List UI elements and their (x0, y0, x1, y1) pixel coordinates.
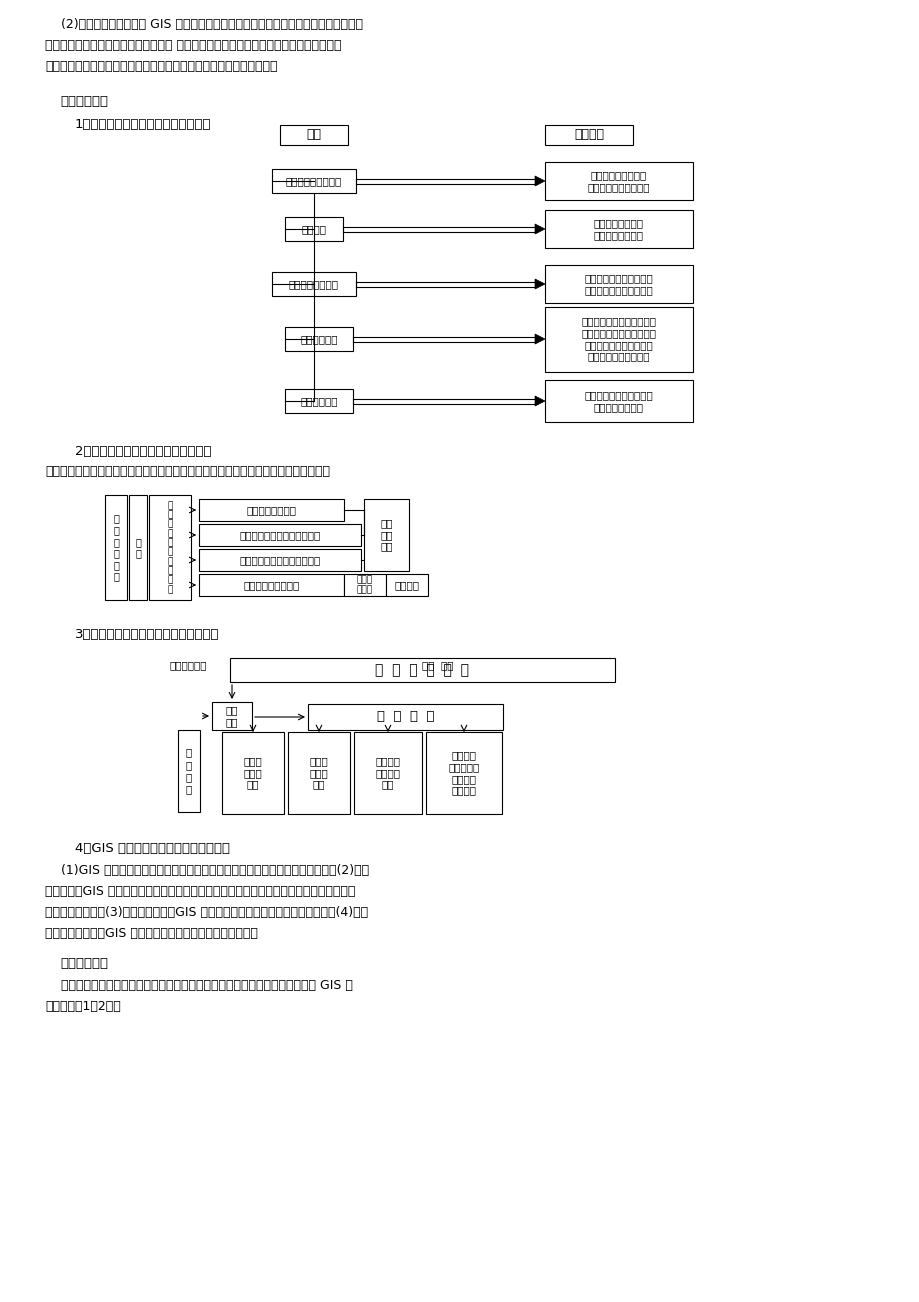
Polygon shape (535, 396, 544, 406)
Text: (2)接到报警后，立即从 GIS 电子地图上确定突发事件的发生地，同时搜索最近的巡逻
警车，通知附近路口交警保证道路畅通 启动最佳路径功能，给警车指引道路，确保: (2)接到报警后，立即从 GIS 电子地图上确定突发事件的发生地，同时搜索最近的… (45, 18, 363, 73)
Text: 确定救灾物资调配的最佳路径: 确定救灾物资调配的最佳路径 (239, 530, 321, 540)
Bar (285, 217, 343, 241)
Bar (149, 495, 191, 600)
Bar (544, 210, 692, 247)
Bar (425, 732, 502, 814)
Text: 查询患者病情: 查询患者病情 (170, 660, 208, 671)
Text: 1．地理信息系统在城市管理中的功能: 1．地理信息系统在城市管理中的功能 (75, 118, 211, 132)
Text: 进行城市与区域多
目标的开发和规划: 进行城市与区域多 目标的开发和规划 (594, 219, 643, 240)
Bar (544, 306, 692, 371)
Text: 搜索最
近急救
车辆: 搜索最 近急救 车辆 (310, 756, 328, 789)
Bar (199, 549, 360, 572)
Text: 提供
决策
依据: 提供 决策 依据 (380, 518, 392, 552)
Text: 【迁移应用】: 【迁移应用】 (60, 957, 108, 970)
Polygon shape (535, 279, 544, 289)
Text: 应用: 应用 (306, 129, 321, 142)
Bar (221, 732, 284, 814)
Text: 应用地理信息系统，并借助于遥感技术，可有效地监测和预报洪涝灾害、森林火灾等。: 应用地理信息系统，并借助于遥感技术，可有效地监测和预报洪涝灾害、森林火灾等。 (45, 465, 330, 478)
Bar (308, 704, 503, 730)
Text: (1)GIS 能够查询道路的通行状况，迅速查找事故地点，提供交通疏散的方案。(2)在道
路设计中，GIS 能够将多种数据叠加，为道路规划提供直接的分析依据，如最: (1)GIS 能够查询道路的通行状况，迅速查找事故地点，提供交通疏散的方案。(2… (45, 865, 369, 940)
Bar (230, 658, 614, 682)
Bar (272, 272, 356, 296)
Text: 监  控  中  心: 监 控 中 心 (377, 711, 434, 724)
Text: 随着科学技术水平提高，地理信息技术运用到防灾减灾上的频率越来越大。读 GIS 分
层图，回答1～2题。: 随着科学技术水平提高，地理信息技术运用到防灾减灾上的频率越来越大。读 GIS 分… (45, 979, 353, 1013)
Text: 请求
急救: 请求 急救 (225, 706, 238, 727)
Text: 环境规划与决策、监测、
评价、预测和模拟: 环境规划与决策、监测、 评价、预测和模拟 (584, 391, 652, 411)
Text: 地  理  信  息  系  统: 地 理 信 息 系 统 (375, 663, 469, 677)
Text: 受灾人员、财产安全有效转移: 受灾人员、财产安全有效转移 (239, 555, 321, 565)
Bar (344, 574, 386, 596)
Bar (544, 161, 692, 201)
Text: 灾后重建: 灾后重建 (394, 579, 419, 590)
Bar (544, 125, 632, 145)
Polygon shape (535, 176, 544, 186)
Text: 指导医生
实施紧急
救治: 指导医生 实施紧急 救治 (375, 756, 400, 789)
Polygon shape (535, 335, 544, 344)
Bar (199, 574, 344, 596)
Text: 城市道路交通管理: 城市道路交通管理 (289, 279, 338, 289)
Text: 患
者
家
属: 患 者 家 属 (186, 747, 192, 794)
Text: 进行灾情统计与评估: 进行灾情统计与评估 (244, 579, 300, 590)
Bar (272, 169, 356, 193)
Text: 城市信息管理与服务: 城市信息管理与服务 (286, 176, 342, 186)
Text: 分析灾害影响范围: 分析灾害影响范围 (246, 505, 296, 516)
Text: 城市抗灾减灾: 城市抗灾减灾 (300, 335, 337, 344)
Text: 功
能: 功 能 (135, 536, 141, 559)
Bar (285, 327, 353, 352)
Text: 提供决
策支持: 提供决 策支持 (357, 575, 373, 595)
Bar (199, 499, 344, 521)
Bar (386, 574, 427, 596)
Polygon shape (535, 224, 544, 234)
Bar (129, 495, 147, 600)
Bar (364, 499, 409, 572)
Text: 【思维点拨】: 【思维点拨】 (60, 95, 108, 108)
Bar (211, 702, 252, 730)
Text: 查看患
者具体
位置: 查看患 者具体 位置 (244, 756, 262, 789)
Bar (354, 732, 422, 814)
Text: 城市规划: 城市规划 (301, 224, 326, 234)
Text: 输出  信息: 输出 信息 (422, 660, 453, 671)
Text: 向城市居民提供工作
与生活所需的各种信息: 向城市居民提供工作 与生活所需的各种信息 (587, 171, 650, 191)
Bar (177, 730, 199, 812)
Text: 主要功能: 主要功能 (573, 129, 604, 142)
Bar (105, 495, 127, 600)
Bar (544, 380, 692, 422)
Text: 启动最佳
路径功能，
给救护车
指引道路: 启动最佳 路径功能， 给救护车 指引道路 (448, 750, 479, 796)
Text: 4．GIS 在道路交通中的应用的分析思路: 4．GIS 在道路交通中的应用的分析思路 (75, 842, 230, 855)
Text: 2．地理信息系统在灾害监测中的应用: 2．地理信息系统在灾害监测中的应用 (75, 445, 211, 458)
Text: 城市环境管理: 城市环境管理 (300, 396, 337, 406)
Text: 信
息
管
理
、
查
询
和
分
析: 信 息 管 理 、 查 询 和 分 析 (167, 501, 173, 594)
Bar (288, 732, 349, 814)
Bar (279, 125, 347, 145)
Text: 实时跟踪灾害发生、发展过
程，对灾害进行快速分析、
评价和模拟，并辅助开展
灾后的应急和恢复工作: 实时跟踪灾害发生、发展过 程，对灾害进行快速分析、 评价和模拟，并辅助开展 灾后… (581, 316, 656, 362)
Text: 3．地理信息系统在医疗救护方面的应用: 3．地理信息系统在医疗救护方面的应用 (75, 628, 220, 641)
Bar (544, 266, 692, 303)
Text: 地
理
信
息
系
统: 地 理 信 息 系 统 (113, 513, 119, 582)
Bar (285, 389, 353, 413)
Text: 显示路况、交通流量、沿
线环境等空间和属性信息: 显示路况、交通流量、沿 线环境等空间和属性信息 (584, 273, 652, 294)
Bar (199, 523, 360, 546)
